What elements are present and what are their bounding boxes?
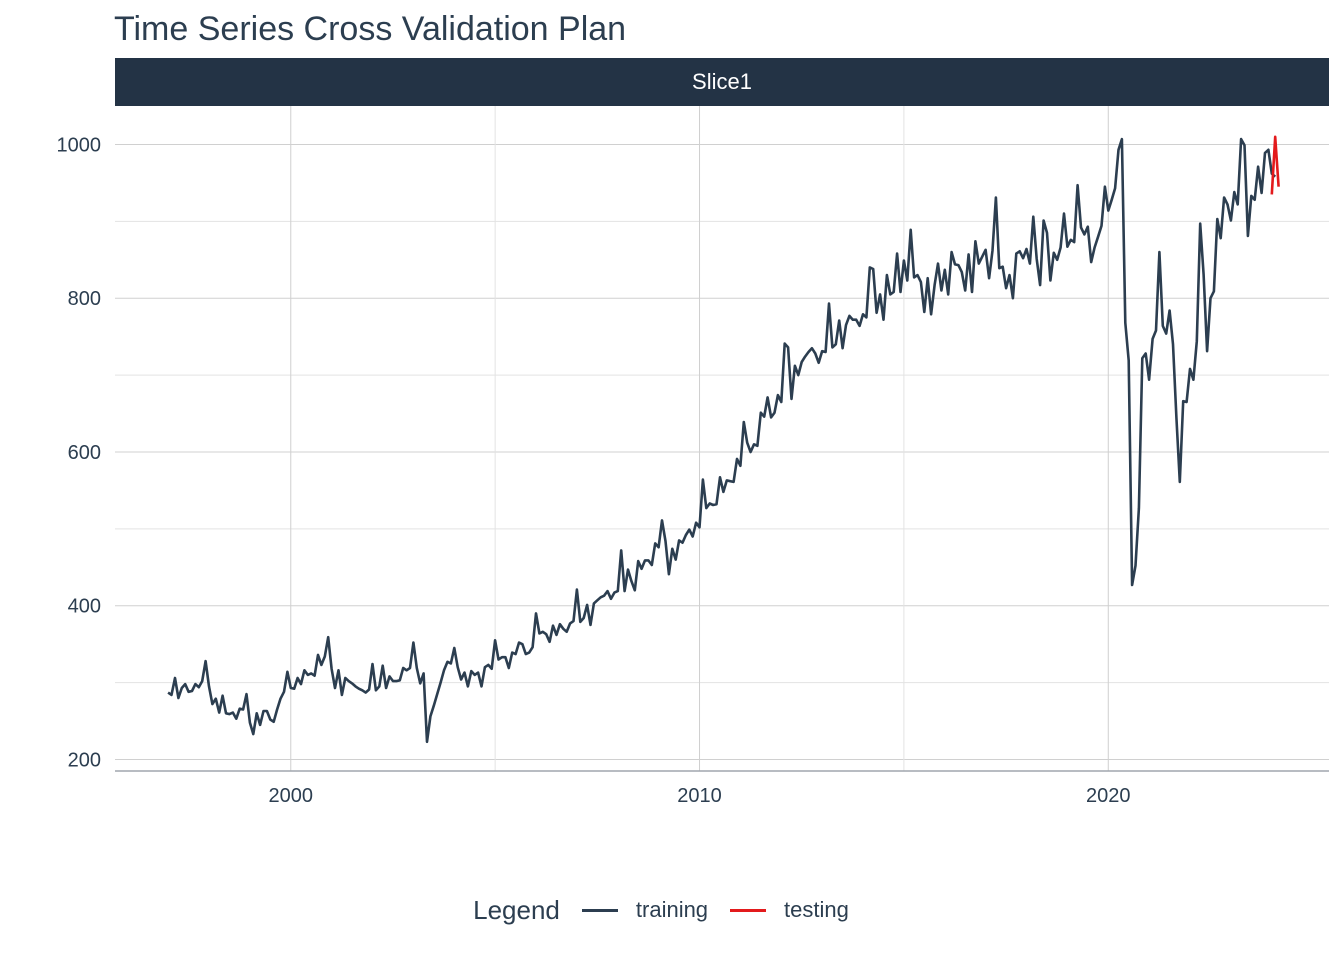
- legend: Legend training testing: [0, 890, 1344, 930]
- y-tick-label: 1000: [57, 134, 102, 156]
- y-tick-label: 200: [68, 749, 101, 771]
- legend-label-testing: testing: [784, 897, 849, 922]
- legend-key-training: [581, 908, 618, 912]
- y-tick-label: 600: [68, 442, 101, 464]
- legend-key-testing: [730, 908, 767, 912]
- x-tick-label: 2000: [269, 785, 314, 807]
- legend-label-training: training: [635, 897, 709, 922]
- facet-strip: [115, 58, 1329, 106]
- legend-title: Legend: [473, 894, 560, 925]
- axis-ticks: 200 400 600 800 1000 2000 2010 2020: [57, 134, 1131, 807]
- series-line-testing: [1270, 135, 1280, 195]
- series-lines: [167, 135, 1280, 744]
- grid-lines: [115, 106, 1329, 771]
- x-tick-label: 2010: [677, 785, 722, 807]
- x-tick-label: 2020: [1086, 785, 1131, 807]
- chart-title: Time Series Cross Validation Plan: [114, 10, 627, 48]
- y-tick-label: 800: [68, 288, 101, 310]
- series-line-training: [167, 137, 1277, 744]
- y-tick-label: 400: [68, 596, 101, 618]
- facet-label: Slice1: [692, 69, 752, 94]
